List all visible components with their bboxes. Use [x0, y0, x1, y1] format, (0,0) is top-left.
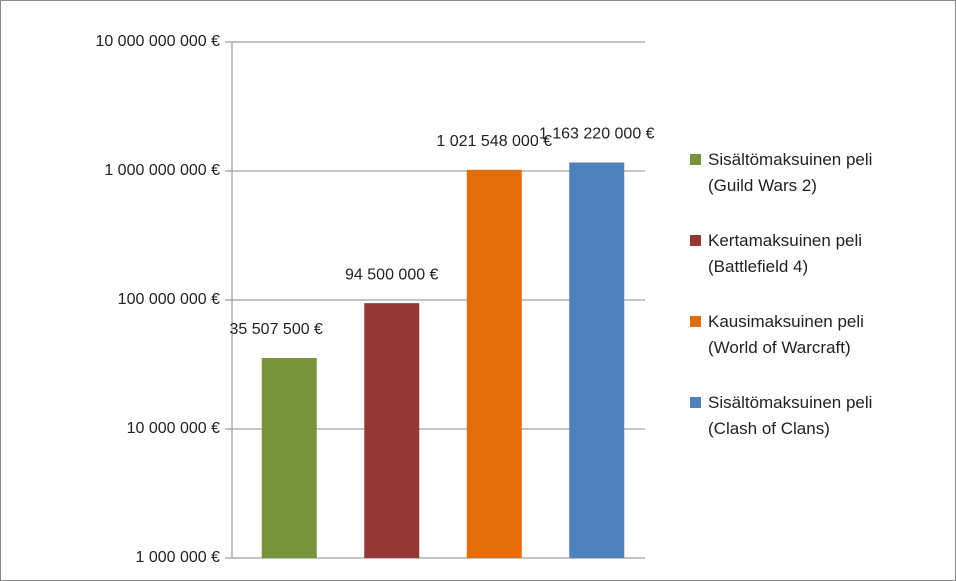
y-tick-label: 1 000 000 000 €	[104, 162, 220, 179]
legend-label: Kertamaksuinen peli (Battlefield 4)	[708, 231, 863, 276]
bar	[364, 303, 420, 558]
legend-label: Sisältömaksuinen peli (Clash of Clans)	[708, 393, 873, 438]
bar	[466, 169, 522, 559]
legend-swatch	[690, 316, 701, 327]
bar	[569, 162, 625, 559]
y-tick-label: 100 000 000 €	[118, 291, 220, 308]
legend-swatch	[690, 235, 701, 246]
legend: Sisältömaksuinen peli (Guild Wars 2) Kert…	[690, 148, 872, 472]
value-label: 1 021 548 000 €	[436, 133, 552, 150]
value-label: 94 500 000 €	[345, 266, 439, 283]
y-tick-label: 10 000 000 000 €	[95, 33, 220, 50]
value-label: 1 163 220 000 €	[539, 126, 655, 143]
y-tick-label: 10 000 000 €	[127, 420, 221, 437]
value-label: 35 507 500 €	[230, 321, 324, 338]
legend-swatch	[690, 154, 701, 165]
legend-swatch	[690, 397, 701, 408]
legend-label: Sisältömaksuinen peli (Guild Wars 2)	[708, 150, 873, 195]
legend-label: Kausimaksuinen peli (World of Warcraft)	[708, 312, 864, 357]
legend-item: Kausimaksuinen peli (World of Warcraft)	[690, 310, 872, 361]
legend-item: Kertamaksuinen peli (Battlefield 4)	[690, 229, 872, 280]
legend-item: Sisältömaksuinen peli (Guild Wars 2)	[690, 148, 872, 199]
bar	[261, 358, 317, 558]
legend-item: Sisältömaksuinen peli (Clash of Clans)	[690, 391, 872, 442]
y-tick-label: 1 000 000 €	[135, 549, 220, 566]
